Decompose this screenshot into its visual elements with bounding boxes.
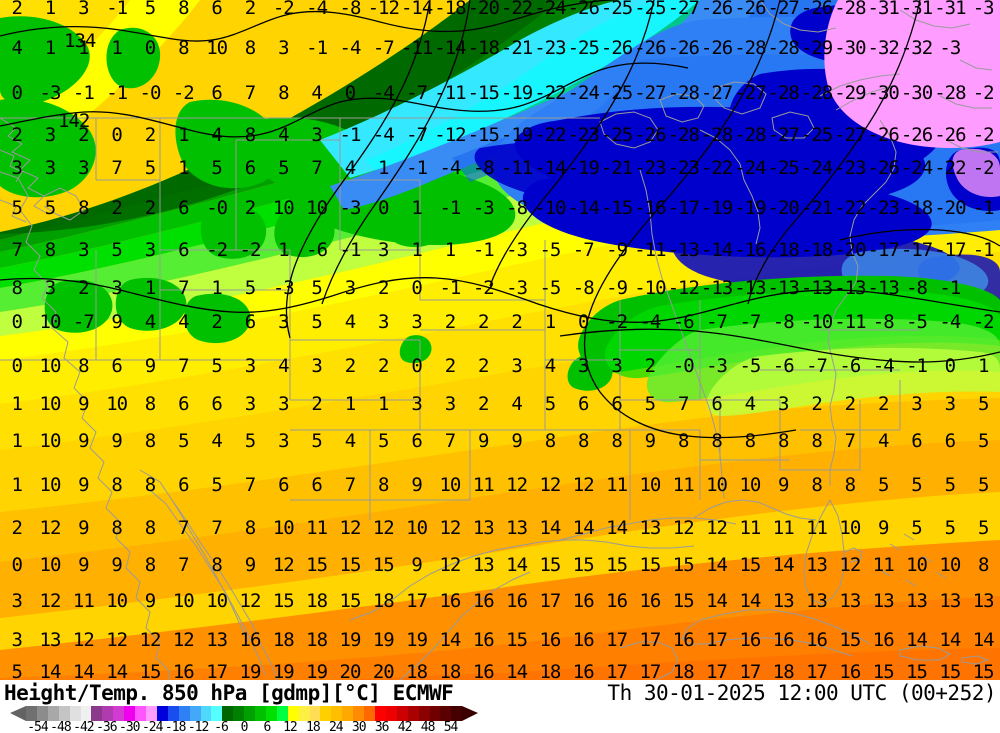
colorbar-segment	[407, 706, 419, 721]
weather-map-canvas[interactable]: 2 1 3 -1 5 8 6 2 -2 -4 -8 -12 -14 -18 -20 -22 -24 -26 -25-…	[0, 0, 1000, 680]
colorbar-tick: -24	[141, 720, 164, 733]
colorbar-tick: -18	[164, 720, 187, 733]
colorbar-segment	[385, 706, 397, 721]
colorbar-segment	[440, 706, 452, 721]
colorbar-segment	[287, 706, 299, 721]
height-contour-label: 134	[64, 30, 96, 52]
colorbar-segment	[222, 706, 234, 721]
colorbar-segment	[342, 706, 354, 721]
colorbar-segment	[47, 706, 59, 721]
colorbar-tick-labels: -54 -48 -42 -36 -30 -24 -18 -12 -6 0 6 12 18 24 30 36 42…	[26, 720, 462, 733]
colorbar-tick: 36	[374, 720, 390, 733]
map-temperature-field	[0, 0, 1000, 680]
colorbar-tick: 48	[420, 720, 436, 733]
colorbar-segment	[255, 706, 266, 721]
colorbar-segment	[178, 706, 190, 721]
colorbar-tick: -54	[27, 720, 49, 733]
colorbar-segment	[331, 706, 343, 721]
colorbar-segment	[244, 706, 256, 721]
colorbar-tick: 6	[263, 720, 272, 733]
map-footer: Height/Temp. 850 hPa [gdmp][°C] ECMWF Th…	[0, 680, 1000, 733]
forecast-valid-time: Th 30-01-2025 12:00 UTC (00+252)	[607, 681, 996, 705]
colorbar-segment	[353, 706, 365, 721]
colorbar-segment	[211, 706, 223, 721]
colorbar-segment	[189, 706, 201, 721]
colorbar-segment	[233, 706, 245, 721]
colorbar-segment	[429, 706, 441, 721]
colorbar-tick: -30	[119, 720, 141, 733]
colorbar-tick: -12	[187, 720, 210, 733]
colorbar-tick: 12	[283, 720, 298, 733]
colorbar-segment	[396, 706, 408, 721]
colorbar-segment	[69, 706, 81, 721]
map-title: Height/Temp. 850 hPa [gdmp][°C] ECMWF	[4, 681, 454, 705]
colorbar-tick: 30	[351, 720, 367, 733]
colorbar-segment	[58, 706, 70, 721]
colorbar-tick: 24	[328, 720, 344, 733]
colorbar-segment	[375, 706, 386, 721]
colorbar-segment	[418, 706, 430, 721]
colorbar-segment	[135, 706, 146, 721]
colorbar-segment	[91, 706, 103, 721]
colorbar-segment	[265, 706, 277, 721]
colorbar-tick: -6	[214, 720, 229, 733]
colorbar-tick: -48	[50, 720, 72, 733]
colorbar-segment	[80, 706, 92, 721]
colorbar-tick: 54	[443, 720, 459, 733]
colorbar-tick: -42	[73, 720, 95, 733]
colorbar-segment	[26, 706, 37, 721]
colorbar-segment	[276, 706, 288, 721]
colorbar-segment	[102, 706, 114, 721]
colorbar-segments	[26, 706, 463, 721]
colorbar-tick: -36	[96, 720, 118, 733]
colorbar-tick: 0	[240, 720, 249, 733]
height-contour-label: 142	[58, 110, 90, 132]
colorbar-high-cap	[462, 706, 478, 721]
colorbar-low-cap	[10, 706, 26, 721]
colorbar-segment	[364, 706, 375, 721]
colorbar-tick: 42	[397, 720, 413, 733]
colorbar-tick: 18	[306, 720, 321, 733]
colorbar-segment	[36, 706, 48, 721]
colorbar-segment	[156, 706, 168, 721]
color-scale-legend: -54 -48 -42 -36 -30 -24 -18 -12 -6 0 6 12 18 24 30 36 42…	[0, 706, 1000, 733]
colorbar-segment	[145, 706, 157, 721]
colorbar-segment	[298, 706, 310, 721]
colorbar-segment	[113, 706, 125, 721]
colorbar-segment	[320, 706, 332, 721]
colorbar-segment	[200, 706, 212, 721]
colorbar-segment	[309, 706, 321, 721]
colorbar-segment	[451, 706, 463, 721]
colorbar-segment	[124, 706, 136, 721]
colorbar-segment	[167, 706, 179, 721]
